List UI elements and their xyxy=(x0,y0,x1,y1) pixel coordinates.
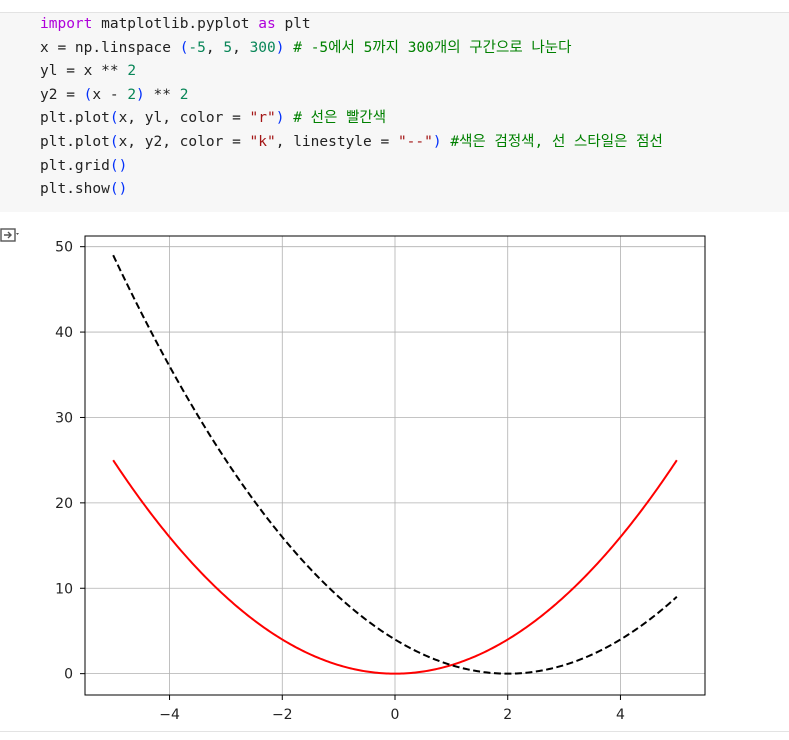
code-token: , xyxy=(205,39,224,56)
cell-bottom-border xyxy=(0,731,789,732)
code-token: y2 = xyxy=(40,86,84,103)
x-tick-label: −2 xyxy=(272,707,293,723)
series-line-black-dashed xyxy=(112,254,678,675)
code-token: ** xyxy=(144,86,180,103)
code-line: import matplotlib.pyplot as plt xyxy=(40,13,663,37)
chart-grid xyxy=(85,236,705,695)
code-token: 2 xyxy=(179,86,189,103)
code-token: () xyxy=(109,157,128,174)
code-line: plt.plot(x, yl, color = "r") # 선은 빨간색 xyxy=(40,107,663,131)
code-token: 2 xyxy=(127,63,137,80)
code-token: #색은 검정색, 선 스타일은 점선 xyxy=(450,133,663,150)
code-token: x - xyxy=(92,86,128,103)
code-token: ( xyxy=(83,86,93,103)
code-token: 5 xyxy=(223,39,233,56)
code-line: y2 = (x - 2) ** 2 xyxy=(40,84,663,108)
code-token: # 선은 빨간색 xyxy=(293,110,387,127)
code-token: , linestyle = xyxy=(275,133,398,150)
code-token: ( xyxy=(109,110,119,127)
code-token: "--" xyxy=(397,133,433,150)
code-token: plt.show xyxy=(40,181,110,198)
code-line: plt.show() xyxy=(40,178,663,202)
output-toggle-icon[interactable] xyxy=(0,224,22,246)
code-token: ) xyxy=(275,110,285,127)
y-tick-label: 0 xyxy=(64,667,73,683)
code-token: plt.plot xyxy=(40,110,110,127)
code-token: ( xyxy=(109,133,119,150)
code-token: import xyxy=(40,16,93,32)
code-token: plt xyxy=(275,16,311,32)
code-token: 300 xyxy=(249,39,276,56)
y-tick-label: 20 xyxy=(55,496,73,512)
code-token: ) xyxy=(275,39,285,56)
code-token: ) xyxy=(432,133,442,150)
code-token: plt.plot xyxy=(40,133,110,150)
code-token: x = np.linspace xyxy=(40,39,180,56)
code-token: plt.grid xyxy=(40,157,110,174)
code-token: ) xyxy=(136,86,145,103)
code-editor[interactable]: import matplotlib.pyplot as plt x = np.li… xyxy=(40,13,663,202)
code-line: x = np.linspace (-5, 5, 300) # -5에서 5까지 … xyxy=(40,37,663,61)
code-token: 2 xyxy=(127,86,137,103)
x-tick-label: 0 xyxy=(391,707,400,723)
y-tick-label: 40 xyxy=(55,325,73,341)
y-tick-label: 50 xyxy=(55,240,73,256)
x-tick-label: −4 xyxy=(159,707,180,723)
cell-top-border xyxy=(0,0,789,13)
x-tick-label: 2 xyxy=(503,707,512,723)
code-token: matplotlib.pyplot xyxy=(92,16,259,32)
code-token: # -5에서 5까지 300개의 구간으로 나눈다 xyxy=(293,39,572,56)
code-token: "k" xyxy=(249,133,276,150)
x-tick-label: 4 xyxy=(616,707,625,723)
code-token: -5 xyxy=(188,39,206,56)
output-area xyxy=(0,212,789,740)
code-line: yl = x ** 2 xyxy=(40,60,663,84)
code-token: as xyxy=(258,16,276,32)
code-line: plt.plot(x, y2, color = "k", linestyle =… xyxy=(40,131,663,155)
code-token: () xyxy=(109,181,128,198)
code-cell[interactable]: import matplotlib.pyplot as plt x = np.li… xyxy=(0,13,789,212)
code-token: x, y2, color = xyxy=(118,133,250,150)
code-line: plt.grid() xyxy=(40,155,663,179)
y-tick-label: 30 xyxy=(55,410,73,426)
code-token: x, yl, color = xyxy=(118,110,250,127)
code-token: yl = x ** xyxy=(40,63,128,80)
code-token: "r" xyxy=(249,110,276,127)
y-tick-label: 10 xyxy=(55,581,73,597)
chart-series xyxy=(112,254,678,675)
series-line-red xyxy=(112,459,678,675)
code-token: ( xyxy=(179,39,189,56)
code-token: , xyxy=(232,39,250,56)
